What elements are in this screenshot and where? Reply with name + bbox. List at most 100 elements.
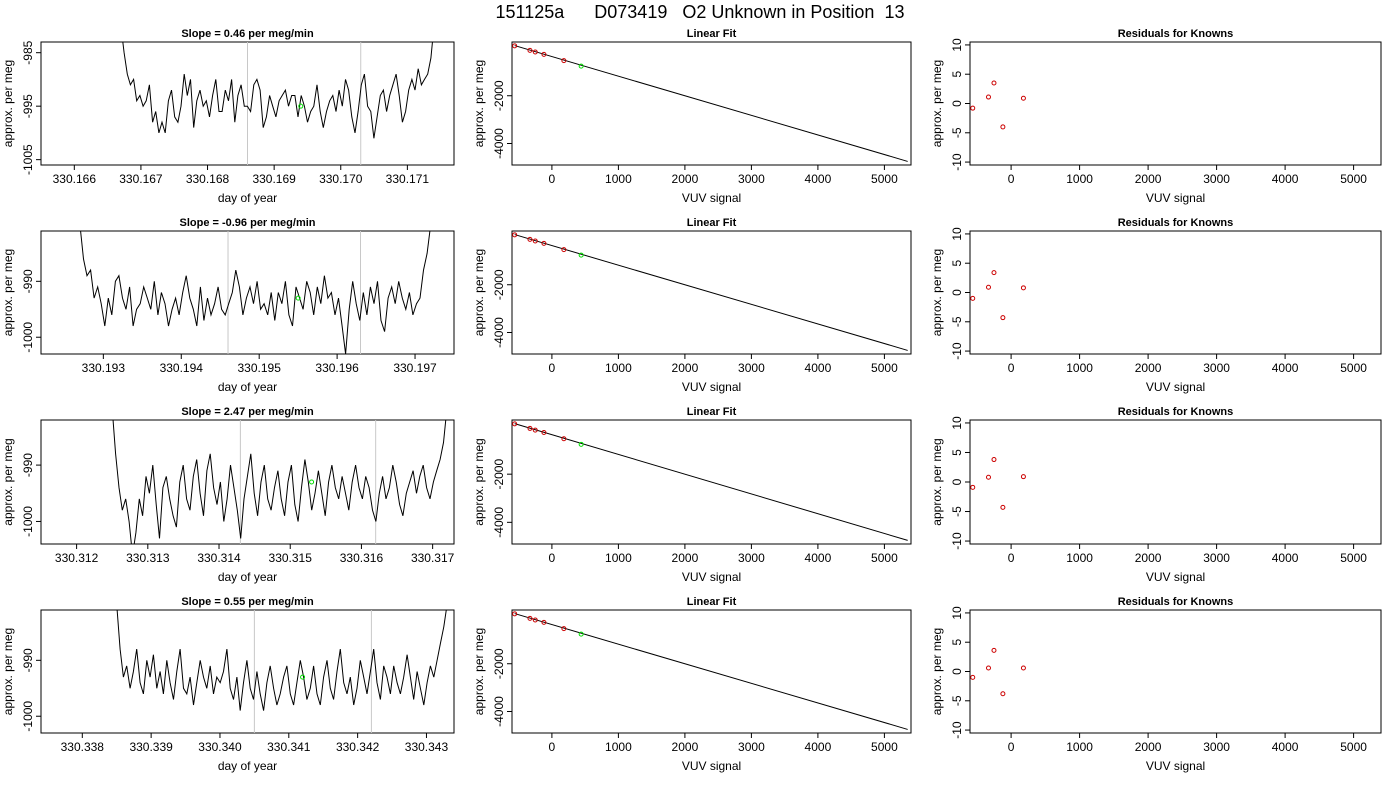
panel-10-x-tick-label: 330.342 — [336, 740, 380, 754]
panel-4-y-tick-label: -990 — [21, 269, 35, 293]
panel-1-x-tick-label: 330.168 — [186, 172, 230, 186]
panel-9-x-tick-label: 1000 — [1066, 551, 1093, 565]
panel-12-y-axis-label: approx. per meg — [930, 628, 944, 715]
panel-9-x-tick-label: 5000 — [1340, 551, 1367, 565]
panel-8-known-point — [527, 425, 533, 431]
panel-11-known-point — [561, 626, 567, 632]
panel-7-x-tick-label: 330.316 — [340, 551, 384, 565]
panel-6-x-axis-label: VUV signal — [1146, 380, 1205, 394]
panel-9-y-tick-label: -5 — [950, 506, 964, 517]
panel-10-unknown-point — [300, 674, 306, 680]
panel-5-known-point — [541, 240, 547, 246]
panel-2-unknown-point — [578, 63, 584, 69]
panel-4-x-tick-label: 330.196 — [315, 361, 359, 375]
panel-12-known-point — [1000, 691, 1006, 697]
panel-6-known-point — [985, 284, 991, 290]
figure-title: 151125a D073419 O2 Unknown in Position 1… — [495, 2, 905, 22]
panel-8-y-tick-label: -4000 — [492, 507, 506, 538]
panel-9-y-tick-label: -10 — [950, 532, 964, 550]
panel-7-title: Slope = 2.47 per meg/min — [181, 406, 314, 418]
panel-5-x-tick-label: 1000 — [605, 361, 632, 375]
panel-9-known-point — [985, 474, 991, 480]
panel-8-y-tick-label: -2000 — [492, 459, 506, 490]
panel-12-x-tick-label: 1000 — [1066, 740, 1093, 754]
panel-9-x-axis-label: VUV signal — [1146, 570, 1205, 584]
panel-8-x-axis-label: VUV signal — [682, 570, 741, 584]
panel-1-y-axis-label: approx. per meg — [1, 60, 15, 147]
panel-8-known-point — [532, 427, 538, 433]
panel-4-title: Slope = -0.96 per meg/min — [179, 217, 315, 229]
panel-2-known-point — [512, 43, 518, 49]
panel-1-x-tick-label: 330.169 — [252, 172, 296, 186]
panel-11-unknown-point — [578, 631, 584, 637]
panel-12-x-tick-label: 3000 — [1203, 740, 1230, 754]
panel-5-y-tick-label: -4000 — [492, 317, 506, 348]
panel-6-plot-frame — [969, 230, 1382, 355]
panel-3-y-tick-label: 0 — [950, 100, 964, 107]
panel-12-x-tick-label: 0 — [1008, 740, 1015, 754]
panel-9-y-tick-label: 0 — [950, 478, 964, 485]
panel-3-x-tick-label: 3000 — [1203, 172, 1230, 186]
panel-7-x-tick-label: 330.317 — [411, 551, 455, 565]
panel-6-known-point — [991, 270, 997, 276]
panel-12-title: Residuals for Knowns — [1118, 596, 1234, 608]
panel-3-x-tick-label: 0 — [1008, 172, 1015, 186]
panel-3-known-point — [985, 94, 991, 100]
panel-7-x-tick-label: 330.314 — [197, 551, 241, 565]
panel-3-title: Residuals for Knowns — [1118, 28, 1234, 40]
panel-2-x-axis-label: VUV signal — [682, 191, 741, 205]
panel-4-x-axis-label: day of year — [218, 380, 277, 394]
panel-11-y-tick-label: -4000 — [492, 696, 506, 727]
panel-3-y-tick-label: -5 — [950, 127, 964, 138]
panel-12-y-tick-label: 5 — [950, 639, 964, 646]
panel-10-x-tick-label: 330.343 — [405, 740, 449, 754]
panel-7-y-axis-label: approx. per meg — [1, 438, 15, 525]
panel-11-known-point — [512, 611, 518, 617]
panel-6-y-tick-label: 10 — [950, 227, 964, 241]
panel-3-x-tick-label: 1000 — [1066, 172, 1093, 186]
panel-4-y-axis-label: approx. per meg — [1, 249, 15, 336]
panel-8-known-point — [541, 430, 547, 436]
panel-2-known-point — [541, 51, 547, 57]
panel-5-unknown-point — [578, 252, 584, 258]
panel-9-title: Residuals for Knowns — [1118, 406, 1234, 418]
panel-3-x-tick-label: 5000 — [1340, 172, 1367, 186]
panel-6-x-tick-label: 4000 — [1272, 361, 1299, 375]
panel-5-x-tick-label: 3000 — [738, 361, 765, 375]
panel-8-x-tick-label: 4000 — [805, 551, 832, 565]
panel-5-x-tick-label: 4000 — [805, 361, 832, 375]
panel-11-known-point — [532, 617, 538, 623]
panel-7-x-axis-label: day of year — [218, 570, 277, 584]
panel-9-y-axis-label: approx. per meg — [930, 438, 944, 525]
panel-8-x-tick-label: 2000 — [672, 551, 699, 565]
panel-11-known-point — [527, 615, 533, 621]
panel-3-y-tick-label: 10 — [950, 38, 964, 52]
panel-8-fit-line — [514, 423, 908, 541]
panel-9-x-tick-label: 0 — [1008, 551, 1015, 565]
panel-9-known-point — [970, 484, 976, 490]
panel-1-y-tick-label: -985 — [21, 40, 35, 64]
panel-10-series-line — [116, 610, 447, 711]
panel-5-x-tick-label: 5000 — [871, 361, 898, 375]
panel-1-x-tick-label: 330.167 — [119, 172, 163, 186]
panel-10-y-axis-label: approx. per meg — [1, 628, 15, 715]
panel-4-unknown-point — [295, 295, 301, 301]
panel-2-x-tick-label: 4000 — [805, 172, 832, 186]
panel-4-x-tick-label: 330.197 — [393, 361, 437, 375]
panel-8-unknown-point — [578, 441, 584, 447]
panel-8-x-tick-label: 3000 — [738, 551, 765, 565]
panel-9-plot-frame — [969, 419, 1382, 545]
panel-2-x-tick-label: 2000 — [672, 172, 699, 186]
panel-2-x-tick-label: 0 — [549, 172, 556, 186]
panel-6-y-axis-label: approx. per meg — [930, 249, 944, 336]
panel-1-y-tick-label: -995 — [21, 94, 35, 118]
panel-2-x-tick-label: 3000 — [738, 172, 765, 186]
panel-8-known-point — [512, 421, 518, 427]
panel-8-y-axis-label: approx. per meg — [472, 438, 486, 525]
panel-3-y-tick-label: 5 — [950, 71, 964, 78]
panel-9-known-point — [1000, 504, 1006, 510]
panel-10-x-tick-label: 330.338 — [61, 740, 105, 754]
panel-7-unknown-point — [309, 479, 315, 485]
panel-12-known-point — [1020, 665, 1026, 671]
